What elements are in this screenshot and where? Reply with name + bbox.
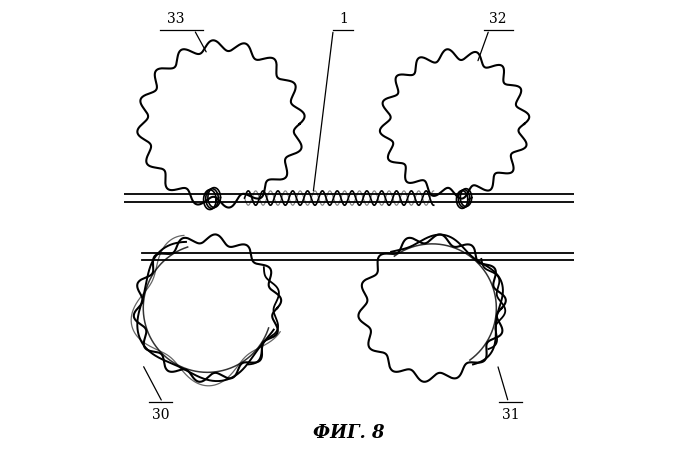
Text: 1: 1 <box>339 12 348 26</box>
Text: ФИГ. 8: ФИГ. 8 <box>313 423 385 441</box>
Text: 30: 30 <box>151 407 169 421</box>
Text: 31: 31 <box>502 407 519 421</box>
Text: 32: 32 <box>489 12 507 26</box>
Text: 33: 33 <box>168 12 185 26</box>
